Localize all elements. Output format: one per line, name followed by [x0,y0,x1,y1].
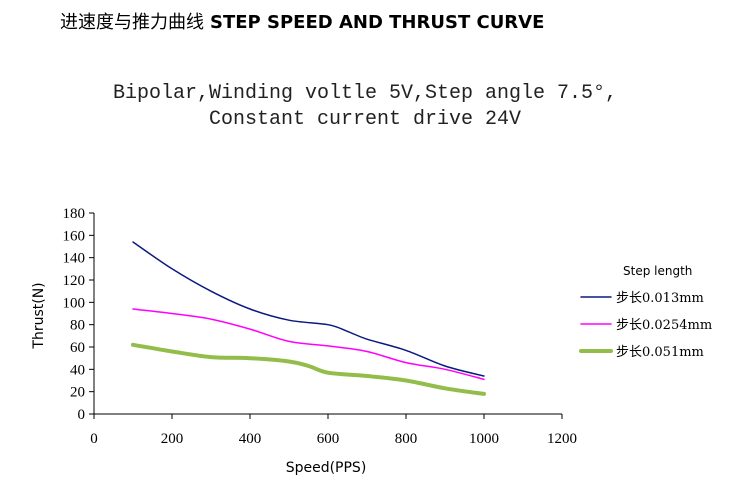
series-line-3 [131,342,486,396]
x-tick-label: 0 [90,431,98,447]
y-tick-label: 140 [63,251,86,267]
chart-legend: Step length 步长0.013mm 步长0.0254mm 步长0.051mm [579,264,712,360]
legend-title: Step length [623,264,692,278]
y-tick-label: 0 [78,407,86,423]
y-tick-label: 80 [70,318,85,334]
chart-series-group [131,241,486,396]
legend-label-1: 步长0.013mm [616,291,704,306]
page-heading: 进速度与推力曲线 STEP SPEED AND THRUST CURVE [60,8,544,34]
chart-axes: 0 20 40 60 80 100 120 140 160 180 0 200 400 600 800 100… [63,206,578,447]
heading-chinese: 进速度与推力曲线 [60,12,204,33]
y-axis-label: Thrust(N) [31,282,47,349]
x-tick-label: 600 [317,431,340,447]
y-tick-label: 120 [63,273,86,289]
series-line-1 [132,241,485,377]
series-line-2 [132,308,485,381]
y-tick-label: 20 [70,385,85,401]
chart-subtitle-line1: Bipolar,Winding voltle 5V,Step angle 7.5… [112,82,618,105]
x-tick-label: 1000 [469,431,499,447]
y-tick-label: 180 [63,206,86,222]
y-tick-label: 160 [63,228,86,244]
y-tick-label: 60 [70,340,85,356]
x-tick-label: 1200 [547,431,577,447]
x-tick-label: 200 [161,431,184,447]
x-tick-label: 800 [395,431,418,447]
chart-subtitle-line2: Constant current drive 24V [208,108,522,131]
y-tick-label: 100 [63,295,86,311]
x-axis-label: Speed(PPS) [286,460,367,476]
heading-english: STEP SPEED AND THRUST CURVE [210,12,545,33]
x-tick-label: 400 [239,431,262,447]
y-tick-label: 40 [70,362,85,378]
legend-label-3: 步长0.051mm [616,345,704,360]
legend-label-2: 步长0.0254mm [616,318,712,333]
